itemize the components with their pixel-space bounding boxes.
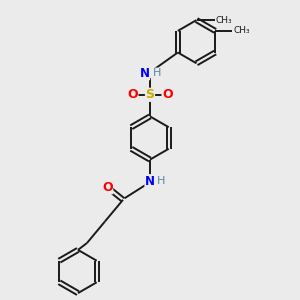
Text: O: O xyxy=(162,88,173,101)
Text: O: O xyxy=(102,181,113,194)
Text: H: H xyxy=(152,68,161,78)
Text: O: O xyxy=(127,88,138,101)
Text: H: H xyxy=(157,176,166,186)
Text: N: N xyxy=(140,67,150,80)
Text: CH₃: CH₃ xyxy=(216,16,232,25)
Text: CH₃: CH₃ xyxy=(234,26,250,35)
Text: S: S xyxy=(146,88,154,101)
Text: N: N xyxy=(145,175,155,188)
